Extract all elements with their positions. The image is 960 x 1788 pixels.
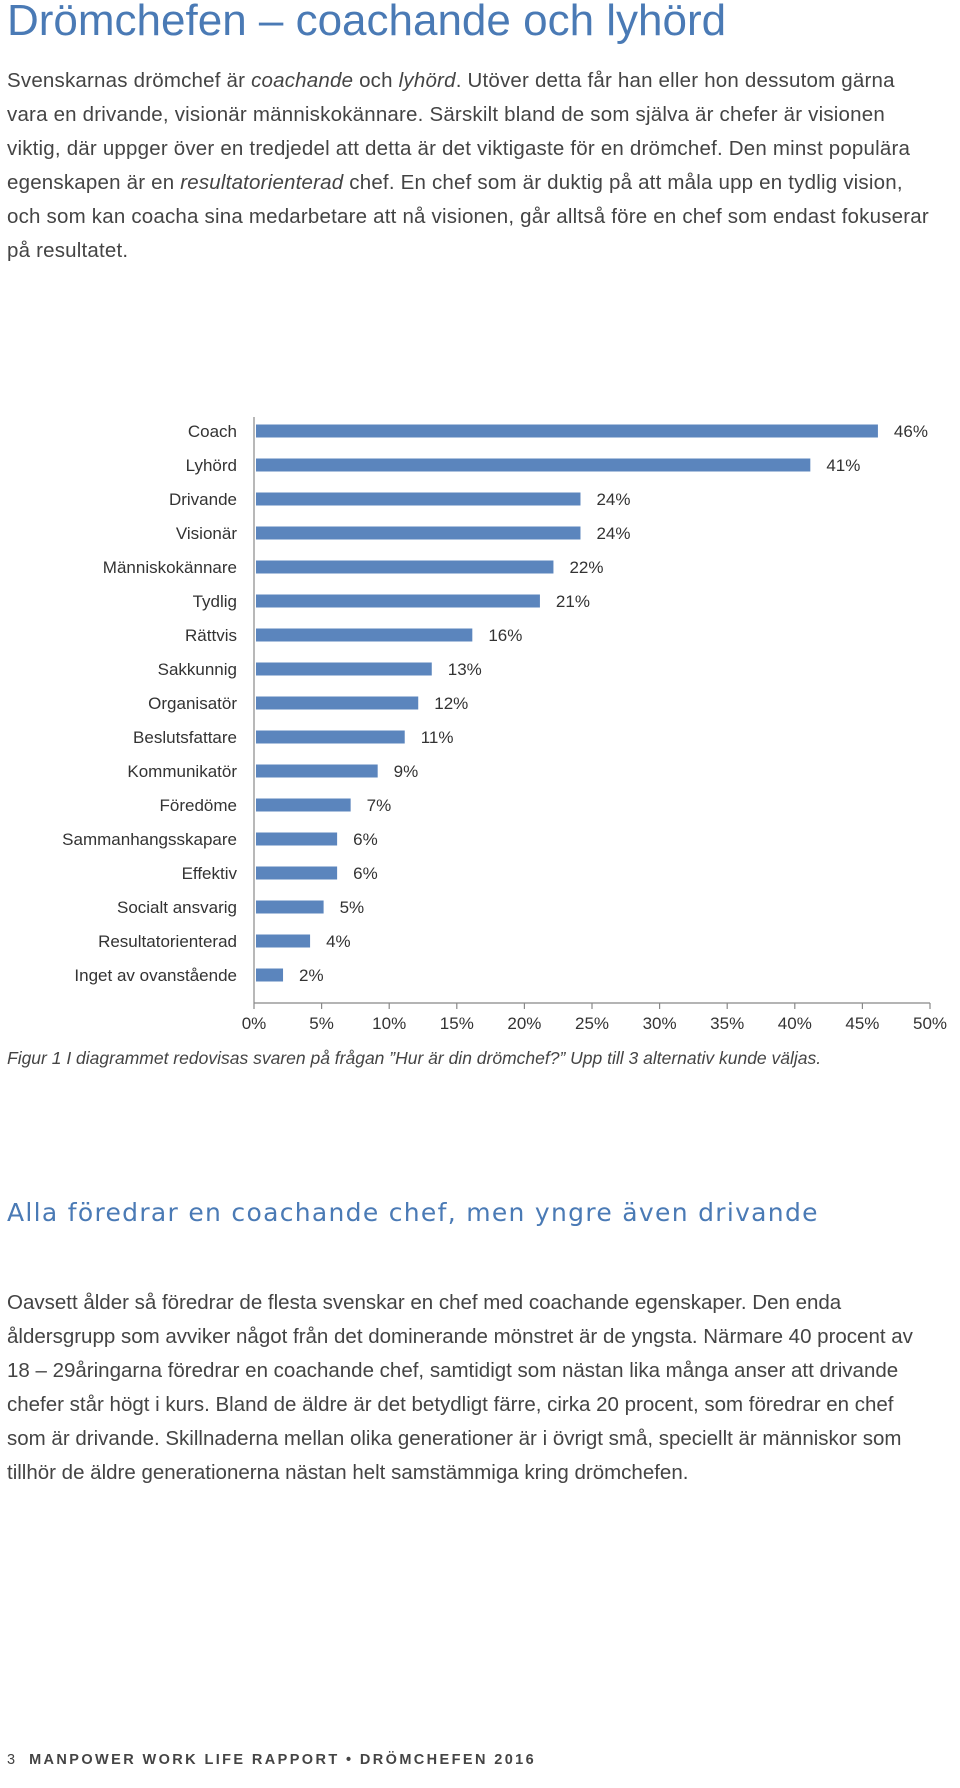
footer-title: MANPOWER WORK LIFE RAPPORT • DRÖMCHEFEN …	[29, 1752, 537, 1768]
bar	[256, 900, 324, 914]
data-label: 6%	[353, 864, 378, 883]
category-label: Rättvis	[185, 626, 237, 645]
bar	[256, 764, 378, 778]
x-tick-label: 40%	[778, 1014, 812, 1030]
intro-run: och	[353, 69, 399, 92]
intro-run: . Utöver detta får han eller hon dessuto…	[7, 69, 911, 194]
intro-run: Svenskarnas drömchef är	[7, 69, 252, 92]
category-label: Sakkunnig	[158, 660, 237, 679]
category-label: Sammanhangsskapare	[62, 830, 237, 849]
category-label: Kommunikatör	[127, 762, 237, 781]
bar	[256, 866, 338, 880]
intro-run: resultatorienterad	[180, 171, 344, 194]
bar	[256, 968, 284, 982]
category-label: Tydlig	[193, 592, 237, 611]
bar	[256, 730, 405, 744]
page-number: 3	[7, 1752, 16, 1768]
x-tick-label: 25%	[575, 1014, 609, 1030]
intro-run: lyhörd	[398, 69, 456, 92]
data-label: 21%	[556, 592, 590, 611]
bar	[256, 798, 351, 812]
page-title: Drömchefen – coachande och lyhörd	[7, 0, 727, 45]
category-label: Socialt ansvarig	[117, 898, 237, 917]
data-label: 46%	[894, 422, 928, 441]
category-label: Föredöme	[160, 796, 237, 815]
category-label: Drivande	[169, 490, 237, 509]
bar	[256, 526, 581, 540]
data-label: 24%	[596, 524, 630, 543]
bar-chart: Coach 46% Lyhörd 41% Drivande 24% Visionär 24% M…	[62, 417, 947, 1030]
category-label: Inget av ovanstående	[74, 966, 237, 985]
category-label: Människokännare	[103, 558, 237, 577]
x-tick-label: 35%	[710, 1014, 744, 1030]
bar	[256, 628, 473, 642]
x-tick-label: 45%	[845, 1014, 879, 1030]
bar	[256, 594, 540, 608]
bar	[256, 424, 878, 438]
bar	[256, 662, 432, 676]
intro-run: coachande	[251, 69, 354, 92]
bar	[256, 934, 311, 948]
bar	[256, 492, 581, 506]
category-label: Effektiv	[182, 864, 238, 883]
category-label: Beslutsfattare	[133, 728, 237, 747]
x-tick-label: 50%	[913, 1014, 947, 1030]
data-label: 24%	[596, 490, 630, 509]
x-tick-label: 10%	[372, 1014, 406, 1030]
data-label: 2%	[299, 966, 324, 985]
category-label: Visionär	[176, 524, 237, 543]
page-footer: 3 MANPOWER WORK LIFE RAPPORT • DRÖMCHEFEN…	[7, 1752, 536, 1768]
data-label: 13%	[448, 660, 482, 679]
data-label: 41%	[826, 456, 860, 475]
data-label: 6%	[353, 830, 378, 849]
category-label: Coach	[188, 422, 237, 441]
intro-run: chef. En chef som är duktig på att måla …	[7, 171, 929, 262]
figure-caption: Figur 1 I diagrammet redovisas svaren på…	[7, 1048, 822, 1068]
x-tick-label: 30%	[643, 1014, 677, 1030]
category-label: Organisatör	[148, 694, 237, 713]
x-tick-label: 0%	[242, 1014, 267, 1030]
x-tick-label: 15%	[440, 1014, 474, 1030]
bar	[256, 696, 419, 710]
data-label: 7%	[367, 796, 392, 815]
x-tick-label: 20%	[507, 1014, 541, 1030]
data-label: 5%	[340, 898, 365, 917]
body-paragraph: Oavsett ålder så föredrar de flesta sven…	[7, 1291, 913, 1484]
data-label: 22%	[569, 558, 603, 577]
data-label: 4%	[326, 932, 351, 951]
data-label: 12%	[434, 694, 468, 713]
section-heading: Alla föredrar en coachande chef, men yng…	[7, 1198, 819, 1227]
bar	[256, 832, 338, 846]
category-label: Lyhörd	[186, 456, 237, 475]
data-label: 16%	[488, 626, 522, 645]
intro-paragraph: Svenskarnas drömchef är coachande och ly…	[7, 64, 937, 268]
x-tick-label: 5%	[309, 1014, 334, 1030]
category-label: Resultatorienterad	[98, 932, 237, 951]
data-label: 11%	[421, 728, 454, 747]
data-label: 9%	[394, 762, 419, 781]
bar	[256, 560, 554, 574]
bar	[256, 458, 811, 472]
